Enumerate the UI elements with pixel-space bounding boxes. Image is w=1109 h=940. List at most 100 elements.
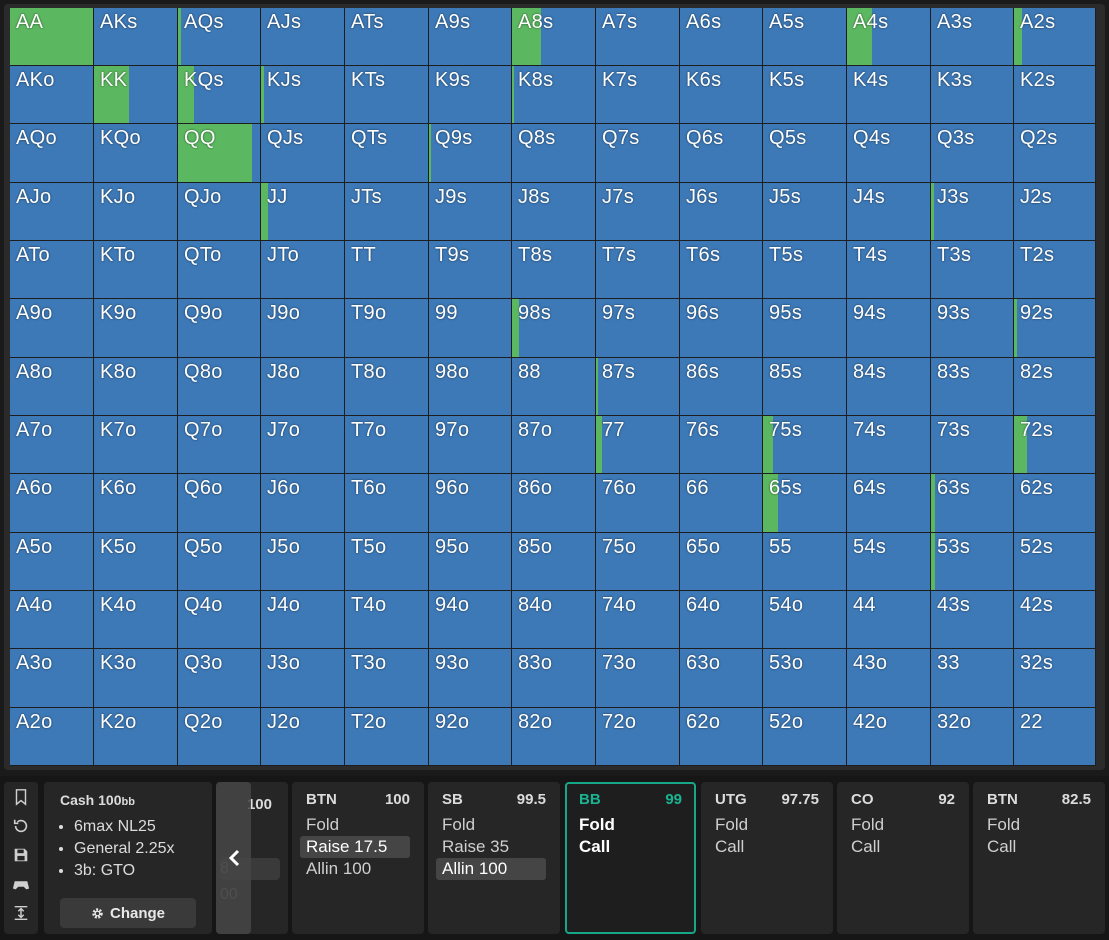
hand-cell[interactable]: 98o [429, 358, 512, 416]
hand-cell[interactable]: AKo [10, 66, 94, 124]
hand-cell[interactable]: Q8o [178, 358, 261, 416]
hand-cell[interactable]: K6s [680, 66, 763, 124]
hand-cell[interactable]: 82o [512, 708, 596, 766]
hand-cell[interactable]: 22 [1014, 708, 1096, 766]
hand-cell[interactable]: 52s [1014, 533, 1096, 591]
hand-cell[interactable]: 44 [847, 591, 931, 649]
hand-cell[interactable]: T7o [345, 416, 429, 474]
hand-cell[interactable]: J3o [261, 649, 345, 708]
position-card-btn[interactable]: BTN 100 Fold Raise 17.5 Allin 100 [292, 782, 424, 934]
hand-cell[interactable]: K4s [847, 66, 931, 124]
hand-cell[interactable]: J4s [847, 183, 931, 241]
hand-cell[interactable]: QJo [178, 183, 261, 241]
hand-cell[interactable]: K4o [94, 591, 178, 649]
hand-cell[interactable]: 32s [1014, 649, 1096, 708]
hand-cell[interactable]: A2s [1014, 8, 1096, 66]
hand-cell[interactable]: A8s [512, 8, 596, 66]
hand-cell[interactable]: J8s [512, 183, 596, 241]
hand-cell[interactable]: KQs [178, 66, 261, 124]
hand-cell[interactable]: 43s [931, 591, 1014, 649]
hand-cell[interactable]: KTs [345, 66, 429, 124]
hand-cell[interactable]: A3s [931, 8, 1014, 66]
hand-cell[interactable]: A5s [763, 8, 847, 66]
history-icon[interactable] [12, 817, 30, 835]
hand-cell[interactable]: Q6s [680, 124, 763, 183]
hand-cell[interactable]: 97o [429, 416, 512, 474]
hand-cell[interactable]: Q7s [596, 124, 680, 183]
action-option[interactable]: Fold [442, 815, 476, 834]
hand-cell[interactable]: 63s [931, 474, 1014, 533]
hand-cell[interactable]: T2o [345, 708, 429, 766]
action-option[interactable]: Call [987, 837, 1017, 856]
hand-cell[interactable]: T6s [680, 241, 763, 299]
hand-cell[interactable]: Q5s [763, 124, 847, 183]
position-card-btn[interactable]: BTN 82.5 Fold Call [973, 782, 1105, 934]
hand-cell[interactable]: K8o [94, 358, 178, 416]
hand-cell[interactable]: 73o [596, 649, 680, 708]
hand-cell[interactable]: 43o [847, 649, 931, 708]
action-option[interactable]: Raise 35 [442, 837, 510, 856]
hand-cell[interactable]: Q9o [178, 299, 261, 358]
hand-cell[interactable]: J6s [680, 183, 763, 241]
hand-cell[interactable]: A6s [680, 8, 763, 66]
hand-cell[interactable]: K7o [94, 416, 178, 474]
hand-cell[interactable]: 86o [512, 474, 596, 533]
hand-cell[interactable]: KQo [94, 124, 178, 183]
hand-cell[interactable]: JTs [345, 183, 429, 241]
hand-cell[interactable]: 94s [847, 299, 931, 358]
hand-cell[interactable]: J2o [261, 708, 345, 766]
hand-cell[interactable]: J9s [429, 183, 512, 241]
hand-cell[interactable]: T7s [596, 241, 680, 299]
hand-cell[interactable]: J5o [261, 533, 345, 591]
hand-cell[interactable]: 72s [1014, 416, 1096, 474]
hand-cell[interactable]: A4s [847, 8, 931, 66]
hand-cell[interactable]: ATs [345, 8, 429, 66]
hand-cell[interactable]: 74o [596, 591, 680, 649]
hand-cell[interactable]: 98s [512, 299, 596, 358]
hand-cell[interactable]: 33 [931, 649, 1014, 708]
hand-cell[interactable]: A2o [10, 708, 94, 766]
hand-cell[interactable]: Q6o [178, 474, 261, 533]
hand-cell[interactable]: 64s [847, 474, 931, 533]
back-button[interactable] [216, 782, 251, 934]
hand-cell[interactable]: 75s [763, 416, 847, 474]
hand-cell[interactable]: Q5o [178, 533, 261, 591]
hand-cell[interactable]: QTs [345, 124, 429, 183]
action-option[interactable]: Call [579, 837, 611, 856]
position-card-sb[interactable]: SB 99.5 Fold Raise 35 Allin 100 [428, 782, 560, 934]
hand-cell[interactable]: A9o [10, 299, 94, 358]
hand-cell[interactable]: Q2s [1014, 124, 1096, 183]
action-option[interactable]: Raise 17.5 [300, 836, 410, 858]
hand-cell[interactable]: Q4o [178, 591, 261, 649]
hand-cell[interactable]: 77 [596, 416, 680, 474]
hand-cell[interactable]: T8o [345, 358, 429, 416]
hand-cell[interactable]: K9s [429, 66, 512, 124]
hand-cell[interactable]: Q2o [178, 708, 261, 766]
hand-cell[interactable]: 62o [680, 708, 763, 766]
hand-cell[interactable]: A7s [596, 8, 680, 66]
hand-cell[interactable]: K9o [94, 299, 178, 358]
hand-cell[interactable]: 95s [763, 299, 847, 358]
position-card-utg[interactable]: UTG 97.75 Fold Call [701, 782, 833, 934]
hand-cell[interactable]: 64o [680, 591, 763, 649]
hand-cell[interactable]: 92s [1014, 299, 1096, 358]
hand-cell[interactable]: 54s [847, 533, 931, 591]
hand-cell[interactable]: 52o [763, 708, 847, 766]
hand-cell[interactable]: TT [345, 241, 429, 299]
hand-cell[interactable]: AQo [10, 124, 94, 183]
hand-cell[interactable]: 93s [931, 299, 1014, 358]
hand-cell[interactable]: 99 [429, 299, 512, 358]
hand-cell[interactable]: 96o [429, 474, 512, 533]
hand-cell[interactable]: T3o [345, 649, 429, 708]
hand-cell[interactable]: KJs [261, 66, 345, 124]
hand-cell[interactable]: 32o [931, 708, 1014, 766]
hand-cell[interactable]: A6o [10, 474, 94, 533]
action-option[interactable]: Fold [715, 815, 749, 834]
action-option[interactable]: Fold [579, 815, 615, 834]
hand-cell[interactable]: J6o [261, 474, 345, 533]
hand-cell[interactable]: KJo [94, 183, 178, 241]
hand-cell[interactable]: Q8s [512, 124, 596, 183]
hand-cell[interactable]: Q3s [931, 124, 1014, 183]
hand-cell[interactable]: 87o [512, 416, 596, 474]
gamepad-icon[interactable] [12, 875, 30, 893]
